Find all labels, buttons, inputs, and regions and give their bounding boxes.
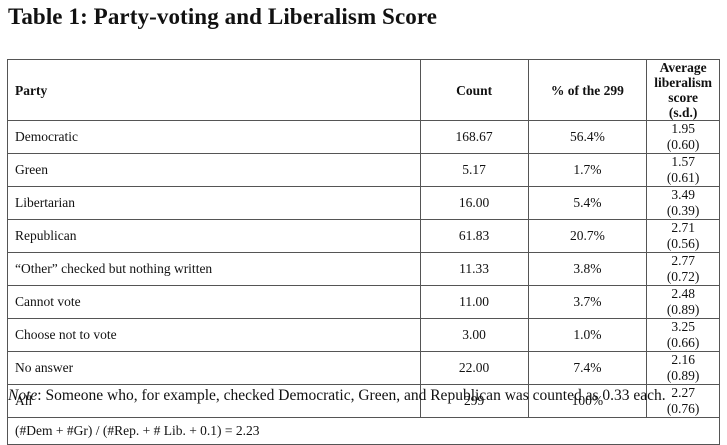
table-row: Republican 61.83 20.7% 2.71 (0.56)	[7, 219, 720, 253]
cell-party: No answer	[7, 351, 421, 385]
table-row: “Other” checked but nothing written 11.3…	[7, 252, 720, 286]
table-header-row: Party Count % of the 299 Average liberal…	[7, 59, 720, 121]
cell-party: Democratic	[7, 120, 421, 154]
table-row: Cannot vote 11.00 3.7% 2.48 (0.89)	[7, 285, 720, 319]
cell-percent: 56.4%	[527, 120, 648, 154]
header-party: Party	[7, 59, 421, 121]
cell-liberalism: 1.57 (0.61)	[646, 153, 720, 187]
cell-party: “Other” checked but nothing written	[7, 252, 421, 286]
cell-liberalism: 3.49 (0.39)	[646, 186, 720, 220]
header-percent: % of the 299	[527, 59, 648, 121]
formula-cell: (#Dem + #Gr) / (#Rep. + # Lib. + 0.1) = …	[7, 417, 720, 445]
cell-party: All	[7, 384, 421, 418]
cell-liberalism: 1.95 (0.60)	[646, 120, 720, 154]
cell-count: 16.00	[419, 186, 529, 220]
cell-count: 168.67	[419, 120, 529, 154]
header-count: Count	[419, 59, 529, 121]
cell-percent: 1.0%	[527, 318, 648, 352]
table-title: Table 1: Party-voting and Liberalism Sco…	[8, 4, 438, 29]
table-row: No answer 22.00 7.4% 2.16 (0.89)	[7, 351, 720, 385]
cell-liberalism: 2.16 (0.89)	[646, 351, 720, 385]
party-voting-table: Party Count % of the 299 Average liberal…	[7, 59, 720, 445]
table-row: Green 5.17 1.7% 1.57 (0.61)	[7, 153, 720, 187]
cell-party: Libertarian	[7, 186, 421, 220]
header-liberalism-score: Average liberalism score (s.d.)	[646, 59, 720, 121]
cell-count: 22.00	[419, 351, 529, 385]
cell-liberalism: 2.48 (0.89)	[646, 285, 720, 319]
cell-percent: 5.4%	[527, 186, 648, 220]
note-label: Note	[8, 387, 38, 404]
cell-count: 11.33	[419, 252, 529, 286]
cell-count: 11.00	[419, 285, 529, 319]
cell-liberalism: 2.77 (0.72)	[646, 252, 720, 286]
cell-count: 299	[419, 384, 529, 418]
cell-percent: 20.7%	[527, 219, 648, 253]
cell-liberalism: 3.25 (0.66)	[646, 318, 720, 352]
cell-count: 3.00	[419, 318, 529, 352]
cell-count: 61.83	[419, 219, 529, 253]
cell-percent: 1.7%	[527, 153, 648, 187]
header-lib-line1: Average	[659, 60, 707, 75]
header-lib-line2: liberalism	[654, 75, 712, 90]
cell-party: Green	[7, 153, 421, 187]
note-text: : Someone who, for example, checked Demo…	[37, 387, 666, 404]
cell-party: Republican	[7, 219, 421, 253]
cell-party: Cannot vote	[7, 285, 421, 319]
header-lib-line3: score (s.d.)	[668, 90, 698, 120]
cell-percent: 3.7%	[527, 285, 648, 319]
table-row: Libertarian 16.00 5.4% 3.49 (0.39)	[7, 186, 720, 220]
cell-liberalism: 2.71 (0.56)	[646, 219, 720, 253]
cell-percent: 3.8%	[527, 252, 648, 286]
cell-percent: 7.4%	[527, 351, 648, 385]
cell-percent: 100%	[527, 384, 648, 418]
table-row: Democratic 168.67 56.4% 1.95 (0.60)	[7, 120, 720, 154]
cell-count: 5.17	[419, 153, 529, 187]
table-note: Note: Someone who, for example, checked …	[8, 386, 714, 406]
table-row: Choose not to vote 3.00 1.0% 3.25 (0.66)	[7, 318, 720, 352]
table-formula-row: (#Dem + #Gr) / (#Rep. + # Lib. + 0.1) = …	[7, 417, 720, 445]
cell-party: Choose not to vote	[7, 318, 421, 352]
